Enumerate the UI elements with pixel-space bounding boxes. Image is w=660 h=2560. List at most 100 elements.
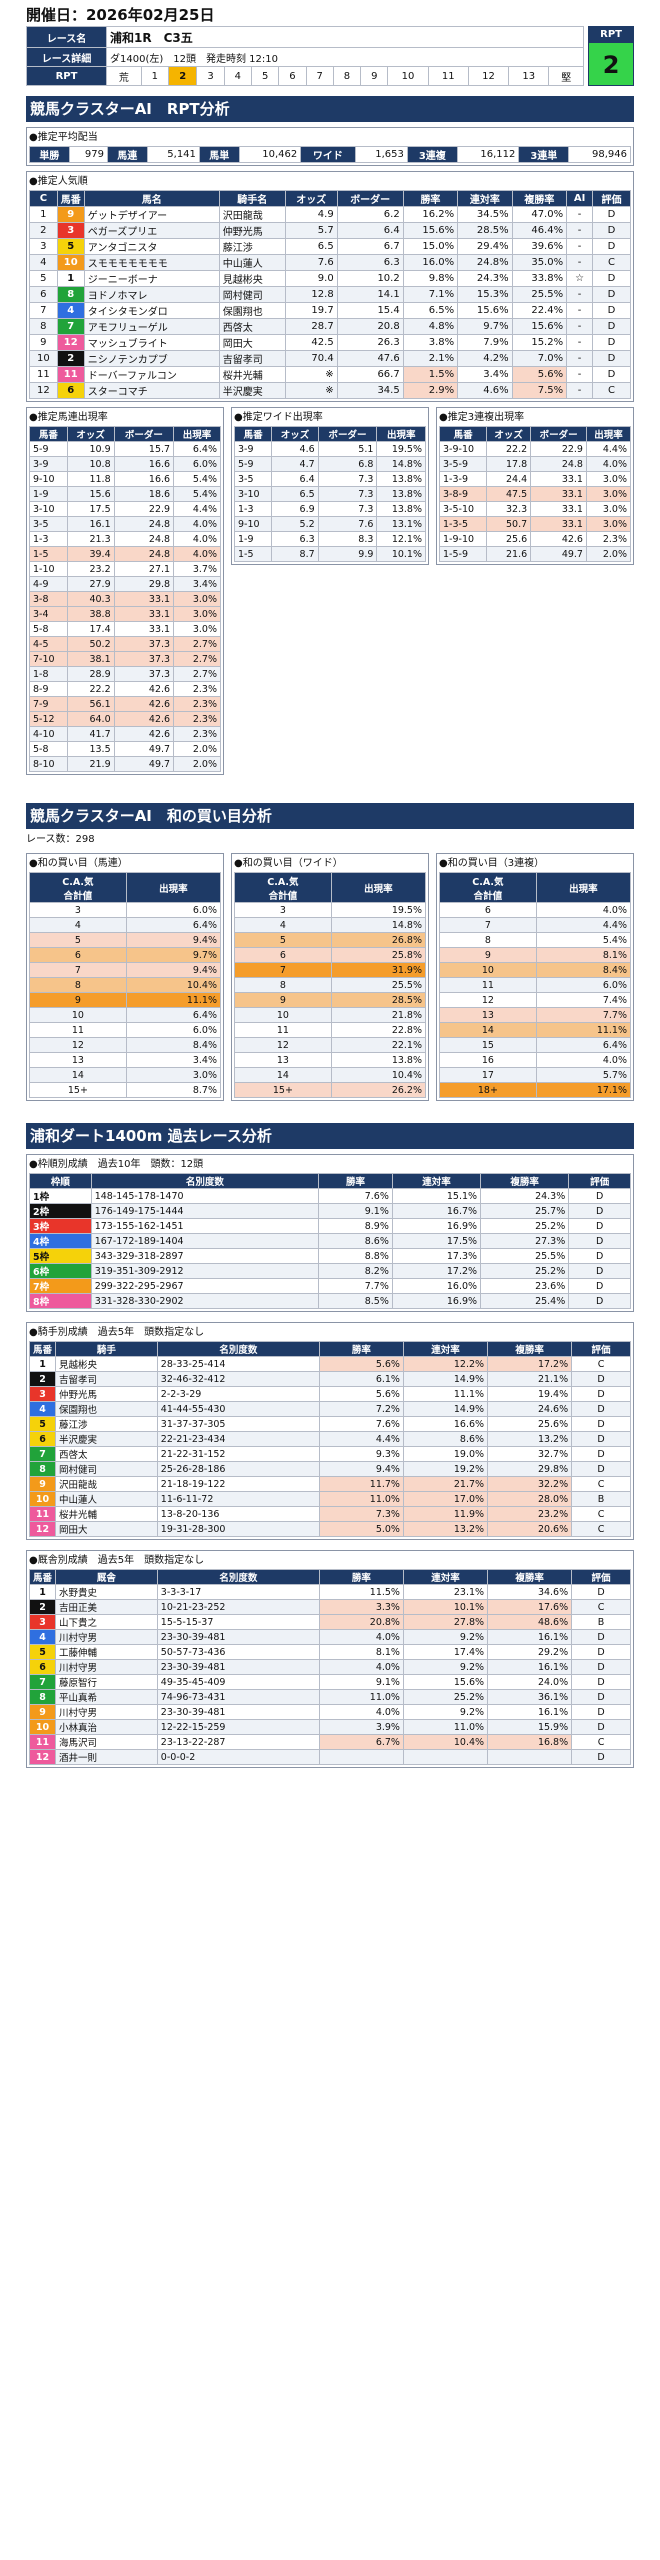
table-cell: 3-9 <box>233 441 273 457</box>
table-cell: 21.1% <box>487 1371 573 1387</box>
table-cell: 8 <box>29 977 127 993</box>
table-cell: ヨドノホマレ <box>83 286 220 303</box>
column-header: 出現率 <box>173 426 221 442</box>
table-cell: 3枠 <box>29 1218 92 1234</box>
table-cell: 38.1 <box>66 651 115 667</box>
rpt-scale-cell: 荒 <box>106 66 142 86</box>
table-cell: 5.0% <box>318 1521 404 1537</box>
table-cell: 22.9 <box>113 501 175 517</box>
table-cell: D <box>571 1749 631 1765</box>
table-cell: D <box>592 318 631 335</box>
table-cell: 1 <box>28 1584 57 1600</box>
table-row: 11 6.0% <box>29 1022 222 1038</box>
table-cell: 12 <box>28 1521 57 1537</box>
table-cell: D <box>568 1233 631 1249</box>
table-cell: 2枠 <box>29 1203 92 1219</box>
race-info-table: レース名 浦和1R C3五 レース詳細 ダ1400(左) 12頭 発走時刻 12… <box>26 25 585 86</box>
table-row: 18+ 17.1% <box>439 1082 632 1098</box>
table-cell: 24.8% <box>457 254 513 271</box>
table-cell: 2.1% <box>402 350 459 367</box>
table-row: 3-5 6.4 7.3 13.8% <box>233 471 426 487</box>
race-detail: ダ1400(左) 12頭 発走時刻 12:10 <box>105 47 585 68</box>
table-cell: 8.5% <box>318 1293 393 1309</box>
table-cell: 4.0% <box>173 546 221 562</box>
table-cell: 176-149-175-1444 <box>90 1203 320 1219</box>
table-cell: 24.4 <box>486 471 532 487</box>
table-cell: 42.6 <box>113 696 175 712</box>
table-cell: 13.2% <box>402 1521 489 1537</box>
table-cell: 33.8% <box>511 270 568 287</box>
column-header: AI <box>566 190 594 207</box>
table-row: 7 31.9% <box>234 962 427 978</box>
table-cell: 9.1% <box>318 1203 393 1219</box>
table-row: 3-8 40.3 33.1 3.0% <box>29 591 221 607</box>
table-cell: 12 <box>439 992 537 1008</box>
jockey-title: ●騎手別成績 過去5年 頭数指定なし <box>29 1327 205 1338</box>
table-row: 3-5-9 17.8 24.8 4.0% <box>438 456 632 472</box>
table-row: 3-5-10 32.3 33.1 3.0% <box>438 501 632 517</box>
table-cell: 8.7 <box>271 546 319 562</box>
payout-title: ●推定平均配当 <box>29 132 98 143</box>
table-cell: 1 <box>56 270 85 287</box>
table-cell: 9.2% <box>402 1659 489 1675</box>
table-cell: 6 <box>29 947 127 963</box>
table-cell: 4.0% <box>318 1704 404 1720</box>
table-cell: 4.4% <box>318 1431 404 1447</box>
table-cell: 4-5 <box>29 636 68 652</box>
table-cell: 8-9 <box>29 681 68 697</box>
rpt-box-label: RPT <box>588 26 634 42</box>
table-cell: 沢田龍哉 <box>55 1476 158 1492</box>
table-cell: 10.2 <box>336 270 404 287</box>
table-cell: 34.5 <box>336 382 404 399</box>
table-row: 5-12 64.0 42.6 2.3% <box>29 711 221 727</box>
column-header: 連対率 <box>457 190 513 207</box>
table-cell: 38.8 <box>66 606 115 622</box>
table-cell: 2.3% <box>585 531 632 547</box>
table-cell: 8.1% <box>535 947 632 963</box>
race-count: レース数：298 <box>26 834 95 845</box>
column-header: 厩舎 <box>55 1569 158 1585</box>
table-cell: 6.1% <box>318 1371 404 1387</box>
trio-table: 馬番 オッズ ボーダー 出現率 3-9-10 22.2 22.9 4.4% 3-5-9 17.8 2… <box>438 426 632 562</box>
table-cell: 2 <box>28 1371 57 1387</box>
table-cell: 16.8% <box>487 1734 573 1750</box>
table-cell: D <box>592 270 631 287</box>
table-cell: 8枠 <box>29 1293 92 1309</box>
table-cell: D <box>571 1629 631 1645</box>
table-cell: 4.0% <box>585 456 632 472</box>
table-cell: 35.0% <box>511 254 568 271</box>
table-cell: 19.5% <box>376 441 426 457</box>
table-row: 5 9.4% <box>29 932 222 948</box>
table-cell: 8.7% <box>125 1082 222 1098</box>
rpt-scale-cell: 9 <box>360 66 389 86</box>
table-cell: 26.3 <box>336 334 404 351</box>
table-row: 5-8 17.4 33.1 3.0% <box>29 621 221 637</box>
table-cell: 66.7 <box>336 366 404 383</box>
column-header: 連対率 <box>391 1173 482 1189</box>
trainer-title: ●厩舎別成績 過去5年 頭数指定なし <box>29 1555 205 1566</box>
table-row: 7-9 56.1 42.6 2.3% <box>29 696 221 712</box>
table-row: 5 工藤伸輔 50-57-73-436 8.1% 17.4% 29.2% D <box>28 1644 631 1660</box>
table-row: 11 11 ドーバーファルコン 桜井光輔 ※ 66.7 1.5% 3.4% 5.6% - D <box>29 366 631 383</box>
column-header: 馬番 <box>233 426 273 442</box>
table-row: 1-3-5 50.7 33.1 3.0% <box>438 516 632 532</box>
table-cell: 17.5% <box>391 1233 482 1249</box>
table-cell: 10.1% <box>402 1599 489 1615</box>
trio-title: ●推定3連複出現率 <box>439 412 525 423</box>
table-cell: 保園翔也 <box>55 1401 158 1417</box>
jockey-panel: ●騎手別成績 過去5年 頭数指定なし 馬番 騎手 名別度数 勝率 連対率 複勝率 評価 1 見越… <box>26 1322 634 1540</box>
table-cell: 29.4% <box>457 238 513 255</box>
table-cell: 工藤伸輔 <box>55 1644 158 1660</box>
table-row: 8 平山真希 74-96-73-431 11.0% 25.2% 36.1% D <box>28 1689 631 1705</box>
table-cell: 中山蓮人 <box>218 254 286 271</box>
table-cell: 331-328-330-2902 <box>90 1293 320 1309</box>
table-cell: 6.7 <box>336 238 404 255</box>
payout-label: ワイド <box>300 146 356 163</box>
table-cell: D <box>568 1278 631 1294</box>
table-cell: スモモモモモモモ <box>83 254 220 271</box>
table-cell: 12.2% <box>402 1356 489 1372</box>
table-cell: 6.4 <box>271 471 319 487</box>
table-cell: D <box>571 1584 631 1600</box>
table-row: 3-9 10.8 16.6 6.0% <box>29 456 221 472</box>
table-cell: 10 <box>439 962 537 978</box>
